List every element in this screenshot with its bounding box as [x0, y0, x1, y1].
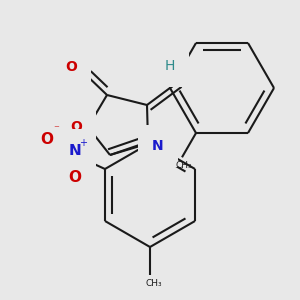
Text: CH₃: CH₃ — [146, 278, 162, 287]
Text: CH₃: CH₃ — [176, 161, 192, 170]
Text: H: H — [165, 59, 175, 73]
Text: O: O — [70, 120, 82, 134]
Text: O: O — [68, 170, 81, 185]
Text: +: + — [79, 139, 87, 148]
Text: N: N — [152, 139, 164, 153]
Text: O: O — [40, 132, 53, 147]
Text: N: N — [68, 144, 81, 159]
Text: O: O — [65, 60, 77, 74]
Text: ⁻: ⁻ — [54, 124, 60, 134]
